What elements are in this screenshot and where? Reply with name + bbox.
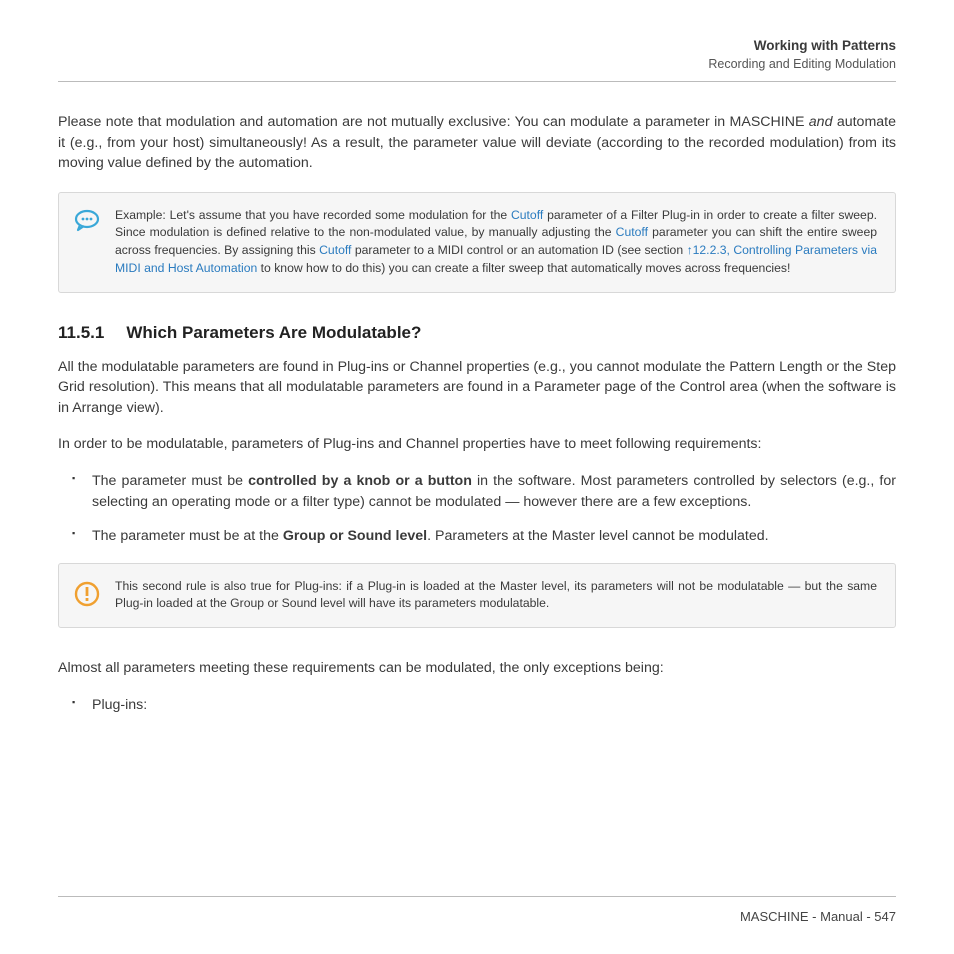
tip-icon [73, 207, 101, 278]
li1-bold: controlled by a knob or a button [248, 473, 472, 489]
header-subtitle: Recording and Editing Modulation [58, 57, 896, 71]
list-item: Plug-ins: [92, 695, 896, 716]
ex-d: parameter to a MIDI control or an automa… [351, 243, 686, 257]
page-footer: MASCHINE - Manual - 547 [58, 896, 896, 924]
exceptions-list: Plug-ins: [58, 695, 896, 716]
paragraph-3: In order to be modulatable, parameters o… [58, 434, 896, 455]
cutoff-link-1[interactable]: Cutoff [511, 208, 543, 222]
list-item: The parameter must be controlled by a kn… [92, 471, 896, 512]
page-header: Working with Patterns Recording and Edit… [58, 38, 896, 82]
li2-b: . Parameters at the Master level cannot … [427, 528, 768, 544]
example-callout: Example: Let's assume that you have reco… [58, 192, 896, 293]
paragraph-4: Almost all parameters meeting these requ… [58, 658, 896, 679]
warning-icon [73, 578, 101, 613]
header-title: Working with Patterns [58, 38, 896, 53]
li2-a: The parameter must be at the [92, 528, 283, 544]
intro-and: and [809, 114, 833, 130]
intro-paragraph: Please note that modulation and automati… [58, 112, 896, 174]
cutoff-link-2[interactable]: Cutoff [616, 225, 648, 239]
ex-e: to know how to do this) you can create a… [257, 261, 790, 275]
cutoff-link-3[interactable]: Cutoff [319, 243, 351, 257]
section-title: Which Parameters Are Modulatable? [126, 323, 421, 343]
section-heading: 11.5.1 Which Parameters Are Modulatable? [58, 323, 896, 343]
li2-bold: Group or Sound level [283, 528, 427, 544]
footer-text: MASCHINE - Manual - 547 [740, 909, 896, 924]
requirements-list: The parameter must be controlled by a kn… [58, 471, 896, 547]
ex-a: Example: Let's assume that you have reco… [115, 208, 511, 222]
list-item: The parameter must be at the Group or So… [92, 526, 896, 547]
note-callout: This second rule is also true for Plug-i… [58, 563, 896, 628]
paragraph-2: All the modulatable parameters are found… [58, 357, 896, 419]
note-text: This second rule is also true for Plug-i… [115, 578, 877, 613]
example-text: Example: Let's assume that you have reco… [115, 207, 877, 278]
intro-text-a: Please note that modulation and automati… [58, 114, 809, 130]
section-number: 11.5.1 [58, 323, 104, 343]
li1-a: The parameter must be [92, 473, 248, 489]
